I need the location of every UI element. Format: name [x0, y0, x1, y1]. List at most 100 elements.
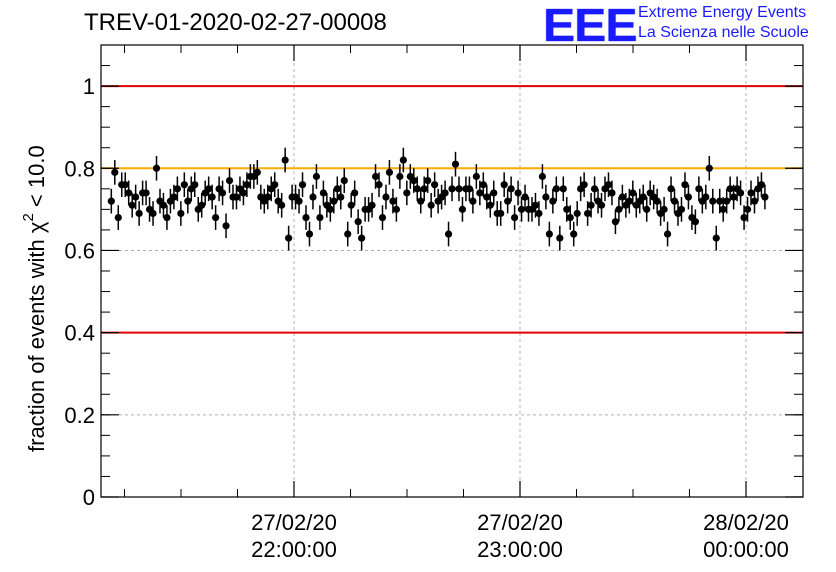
data-point	[472, 172, 480, 181]
data-point	[563, 205, 571, 213]
data-point	[198, 201, 206, 209]
data-point	[625, 197, 633, 205]
grid-layer	[101, 45, 803, 497]
data-point	[570, 230, 578, 238]
data-point	[514, 189, 522, 197]
data-point	[243, 181, 251, 189]
y-tick-label: 0.6	[64, 238, 95, 263]
data-point	[663, 230, 672, 238]
data-point	[542, 193, 550, 201]
data-point	[521, 193, 529, 201]
x-tick-label-date: 27/02/20	[477, 510, 563, 535]
data-point	[278, 201, 286, 209]
data-point	[121, 181, 129, 189]
data-point	[743, 205, 752, 213]
data-point	[479, 181, 487, 189]
data-point	[486, 201, 494, 209]
data-point	[639, 193, 647, 201]
data-point	[264, 193, 272, 201]
data-point	[222, 222, 230, 230]
data-point	[281, 156, 289, 164]
data-point	[351, 189, 359, 197]
data-point	[559, 185, 567, 193]
data-point	[608, 189, 616, 197]
data-point	[298, 181, 307, 189]
data-point	[333, 185, 341, 193]
data-point	[316, 213, 324, 222]
data-point	[476, 189, 484, 197]
data-point	[111, 168, 119, 176]
logo-mark: EEE	[543, 0, 638, 51]
axis-labels-layer: 00.20.40.60.8127/02/2022:00:0027/02/2023…	[64, 74, 788, 562]
plot-frame	[100, 44, 804, 498]
data-point	[132, 193, 140, 201]
data-point	[705, 164, 713, 172]
data-point	[726, 185, 734, 193]
data-point	[490, 189, 498, 197]
data-point	[312, 172, 321, 181]
data-point	[587, 201, 595, 209]
data-point	[681, 181, 689, 189]
data-point	[417, 197, 425, 205]
data-point	[469, 197, 477, 205]
data-point	[344, 230, 352, 238]
data-point	[667, 185, 675, 193]
data-point	[584, 209, 592, 218]
data-point	[114, 213, 122, 222]
data-point	[712, 234, 720, 242]
data-point	[549, 197, 557, 205]
data-point	[709, 197, 717, 205]
data-point	[455, 185, 463, 193]
y-tick-label: 0	[83, 485, 95, 510]
data-point	[750, 197, 759, 205]
data-point	[128, 201, 136, 209]
data-point	[448, 185, 456, 193]
data-point	[225, 177, 234, 185]
data-point	[615, 205, 623, 213]
logo-text-line2: La Scienza nelle Scuole	[638, 24, 809, 41]
data-point	[319, 189, 327, 197]
data-point	[660, 205, 668, 213]
data-point	[253, 168, 261, 176]
data-point	[212, 213, 220, 222]
data-point	[684, 193, 693, 201]
data-point	[149, 209, 157, 218]
y-tick-label: 0.4	[64, 321, 95, 346]
data-point	[757, 181, 766, 189]
data-point	[107, 197, 115, 205]
data-point	[218, 189, 227, 197]
y-tick-label: 0.2	[64, 403, 95, 428]
data-point	[740, 213, 748, 222]
data-point	[629, 189, 637, 197]
x-tick-label-date: 27/02/20	[251, 510, 337, 535]
data-point	[152, 164, 161, 172]
y-axis-label-rest: < 10.0	[24, 145, 49, 213]
data-point	[573, 209, 581, 218]
data-point	[239, 189, 248, 197]
data-point	[500, 181, 508, 189]
data-point	[517, 205, 526, 213]
data-point	[403, 189, 411, 197]
data-point	[170, 193, 178, 201]
data-point	[497, 209, 505, 218]
data-point	[420, 185, 428, 193]
data-point	[396, 172, 404, 181]
data-point	[309, 193, 317, 201]
data-point	[354, 218, 362, 226]
data-point	[719, 205, 727, 213]
data-point	[371, 172, 380, 181]
data-point	[670, 197, 679, 205]
chart-title: TREV-01-2020-02-27-00008	[84, 9, 387, 36]
data-point	[378, 213, 387, 222]
data-point	[441, 189, 449, 197]
y-axis-label: fraction of events with χ2 < 10.0	[20, 145, 49, 452]
data-point	[458, 205, 467, 213]
data-point	[535, 209, 543, 218]
data-point	[761, 193, 769, 201]
data-point	[392, 205, 401, 213]
data-point	[444, 230, 453, 238]
x-tick-label-time: 00:00:00	[703, 537, 789, 562]
data-point	[208, 193, 216, 201]
data-point	[451, 160, 460, 168]
